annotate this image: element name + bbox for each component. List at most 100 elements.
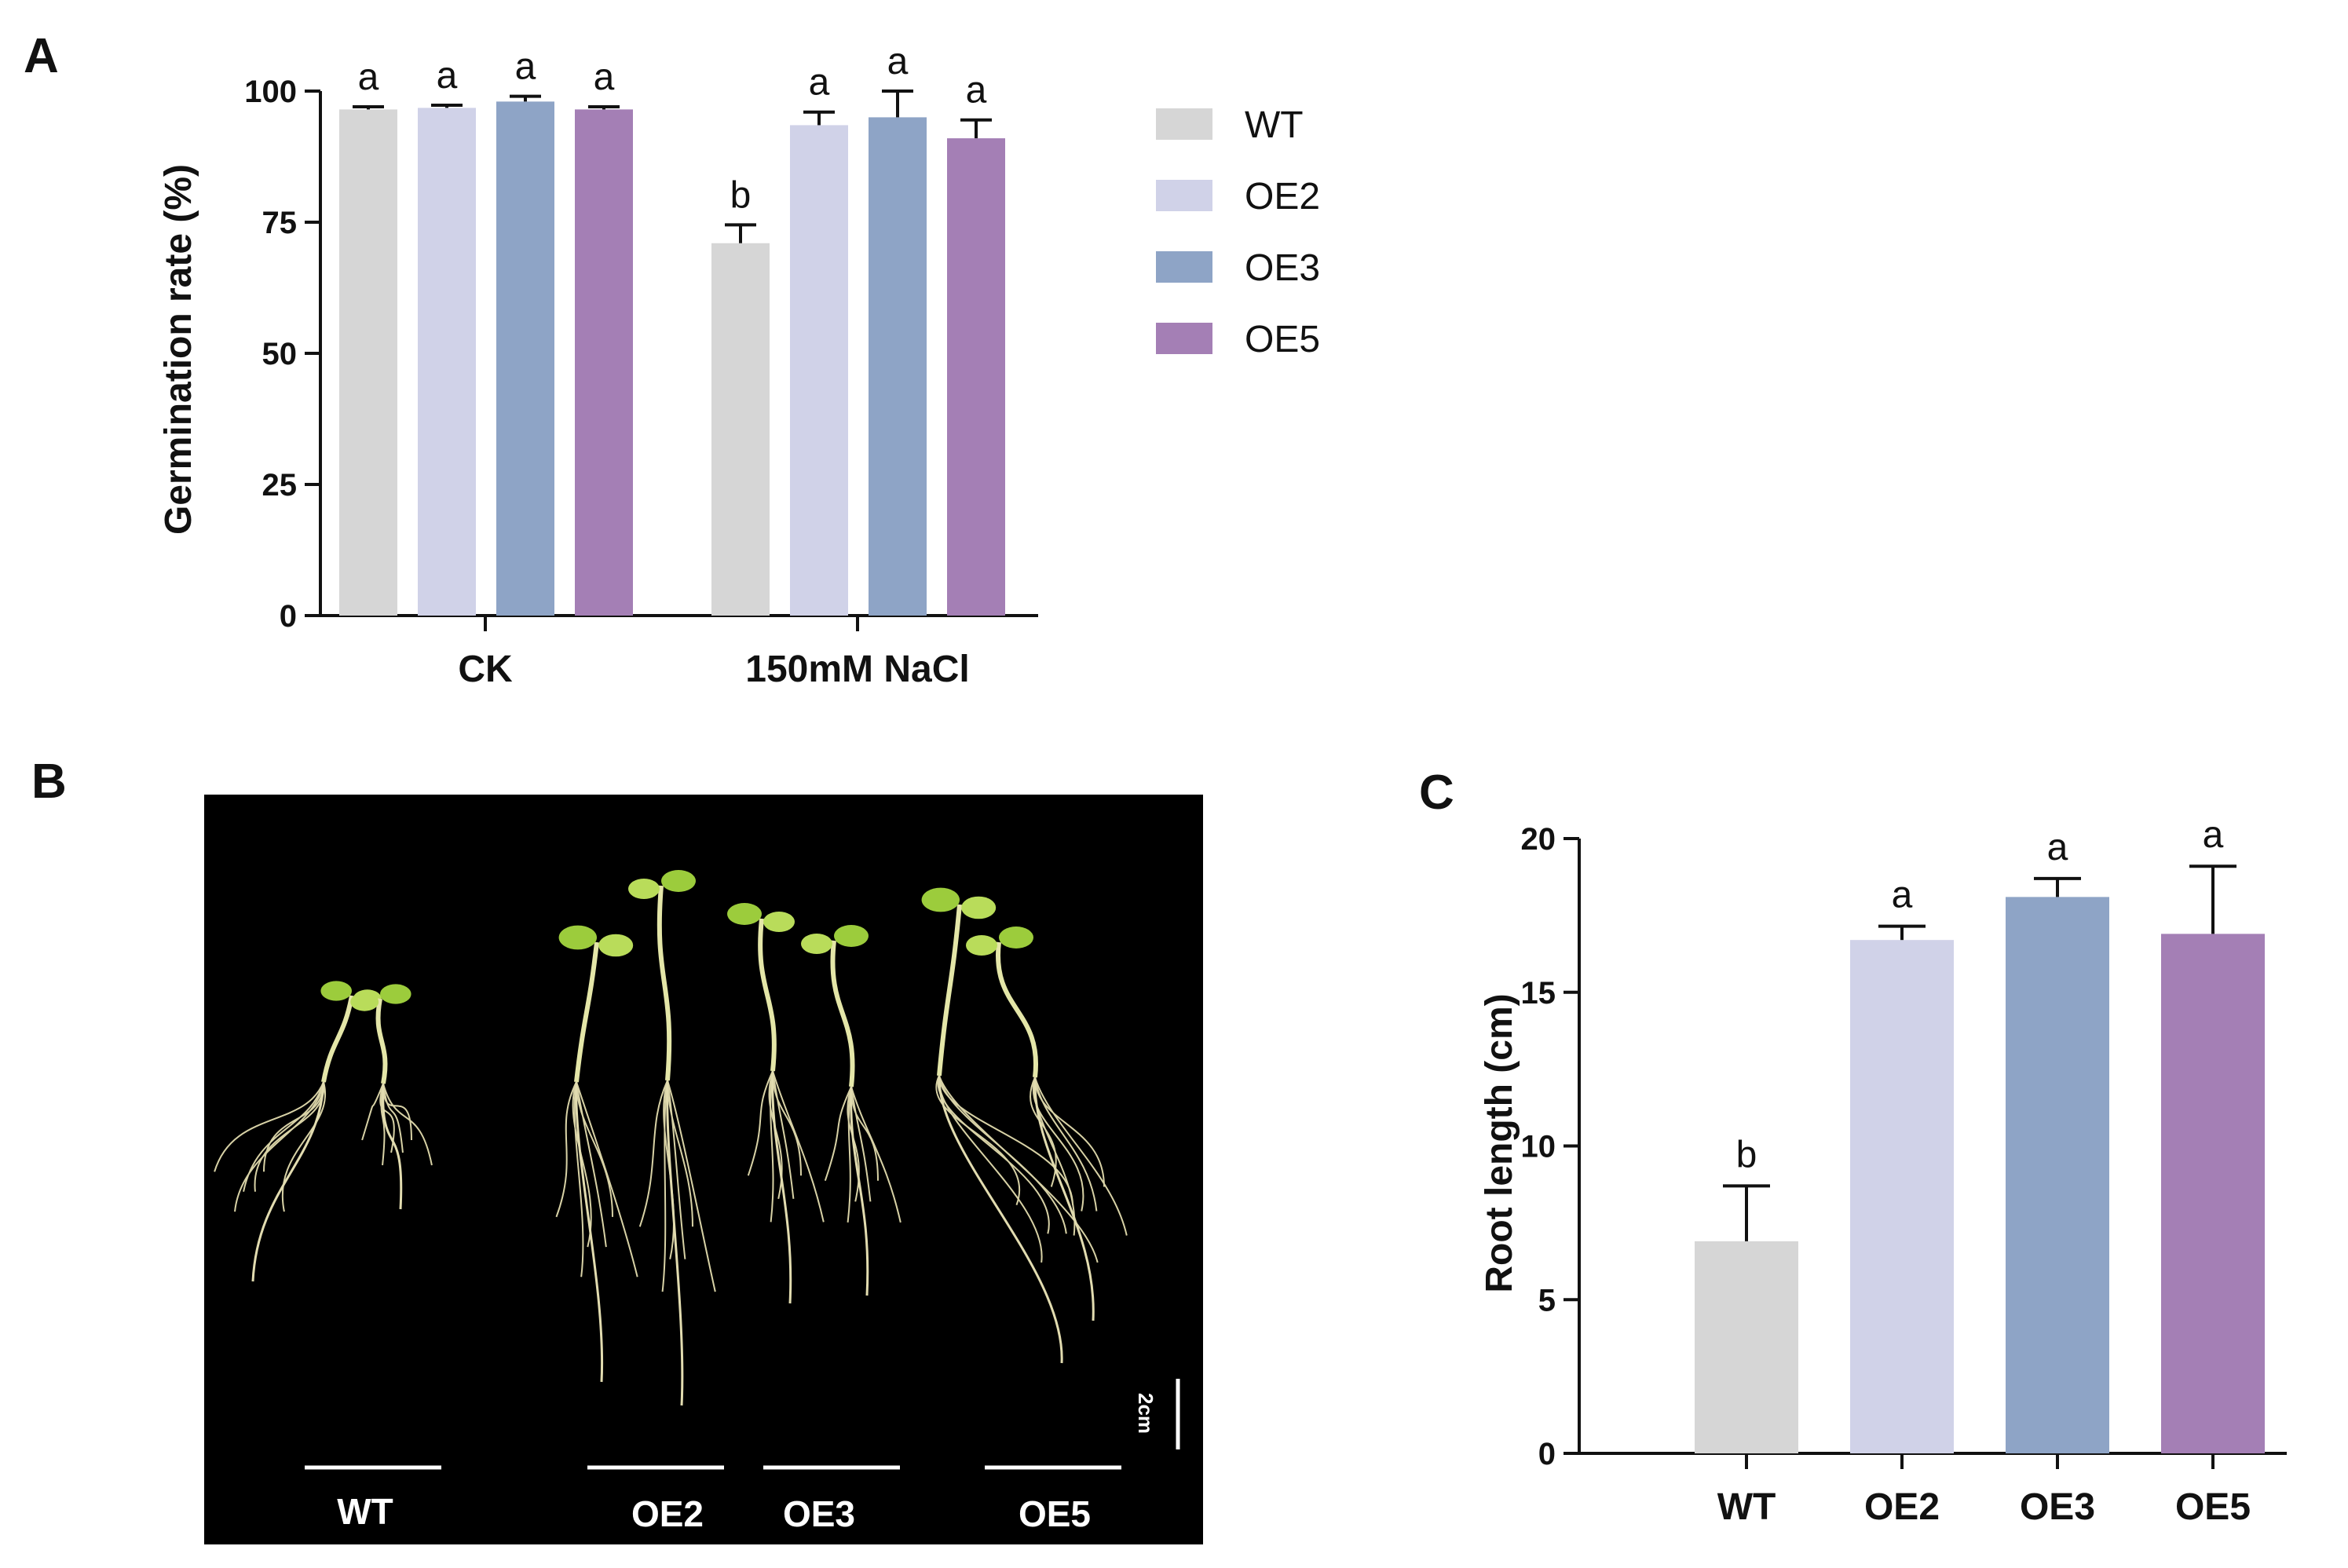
chart-c-ytick-label: 0 <box>1538 1437 1556 1471</box>
seedling-root <box>1034 1076 1098 1212</box>
seedling-root <box>572 1081 592 1248</box>
seedling-root <box>772 1070 795 1199</box>
seedling-leaf <box>834 925 869 947</box>
seedling-root <box>935 1075 1020 1206</box>
seedling-root <box>576 1081 607 1248</box>
chart-c-ytick-label: 5 <box>1538 1283 1556 1318</box>
photo-label-wt: WT <box>337 1491 393 1532</box>
seedling-root <box>281 1081 326 1212</box>
chart-a-significance-letter: a <box>358 57 379 98</box>
chart-c-bar <box>1850 940 1954 1453</box>
chart-c-significance-letter: a <box>2047 827 2068 868</box>
scale-bar-label: 2cm <box>1134 1393 1158 1434</box>
seedling-leaf <box>661 870 696 892</box>
seedling-stem <box>375 998 388 1084</box>
seedling-photo <box>204 795 1203 1544</box>
seedling-main-root <box>938 1075 1063 1364</box>
seedling-root <box>667 1080 693 1227</box>
photo-label-oe3: OE3 <box>783 1493 855 1534</box>
chart-c-significance-letter: a <box>2203 814 2224 856</box>
germination-chart: 0 25 50 75 100 CK 150mM NaCl a b a a a a a a <box>244 41 1038 690</box>
seedling-main-root <box>575 1081 604 1383</box>
chart-a-significance-letter: a <box>809 62 830 104</box>
seedling-root <box>382 1083 412 1141</box>
chart-a-bar <box>711 243 770 616</box>
chart-a-significance-letter: a <box>966 70 987 111</box>
chart-a-significance-letter: a <box>515 46 536 88</box>
chart-c-category-label: OE3 <box>2020 1486 2095 1528</box>
chart-a-bar <box>947 138 1005 616</box>
seedling-root <box>850 1086 902 1223</box>
chart-a-bar <box>575 109 633 616</box>
photo-label-oe5: OE5 <box>1019 1493 1091 1534</box>
seedling-root <box>380 1083 386 1166</box>
legend-swatch <box>1156 180 1212 211</box>
chart-a-significance-letter: a <box>594 57 615 98</box>
legend-label: WT <box>1245 104 1304 146</box>
chart-c-bar <box>2006 897 2109 1453</box>
seedling-leaf <box>801 934 832 954</box>
chart-a-bar <box>418 108 476 616</box>
chart-a-significance-letter: a <box>887 41 909 82</box>
seedling-root <box>1034 1076 1128 1236</box>
seedling-main-root <box>251 1081 325 1282</box>
seedling-root <box>850 1086 872 1202</box>
seedling-stem <box>995 941 1039 1078</box>
seedling-root <box>747 1070 774 1176</box>
seedling-leaf <box>320 981 353 1001</box>
seedling-root <box>234 1081 324 1212</box>
seedling-root <box>382 1083 433 1166</box>
seedling-stem <box>937 904 962 1076</box>
legend: WT OE2 OE3 OE5 <box>1156 104 1320 360</box>
chart-c-significance-letter: b <box>1736 1134 1757 1175</box>
seedling-root <box>1034 1076 1105 1187</box>
seedling-leaf <box>350 992 379 1011</box>
seedling-leaf <box>598 934 634 957</box>
seedling-root <box>770 1070 774 1223</box>
panel-a-letter: A <box>24 29 59 83</box>
seedling-leaf <box>966 935 997 956</box>
seedling-root <box>361 1083 384 1141</box>
seedling-stem <box>574 941 599 1083</box>
seedling-root <box>667 1080 716 1292</box>
panel-c-letter: C <box>1419 766 1454 820</box>
chart-a-ytick-label: 0 <box>280 599 297 634</box>
seedling-stem <box>758 918 777 1072</box>
legend-label: OE5 <box>1245 319 1320 360</box>
seedling-root <box>772 1070 802 1176</box>
chart-c-ylabel: Root length (cm) <box>1479 993 1520 1292</box>
seedling-root <box>379 1083 395 1153</box>
chart-a-ytick-label: 50 <box>262 337 298 371</box>
seedling-main-root <box>850 1086 869 1296</box>
seedling-root <box>1032 1076 1084 1212</box>
seedling-leaf <box>999 927 1033 948</box>
seedling-leaf <box>921 887 960 912</box>
chart-a-bar <box>496 101 554 616</box>
chart-a-ytick-label: 75 <box>262 206 298 240</box>
root-length-chart: 0 5 10 15 20 b WT a OE2 a OE3 a OE5 <box>1521 814 2287 1528</box>
chart-a-significance-letter: b <box>730 174 752 216</box>
seedling-main-root <box>666 1080 684 1406</box>
panel-b-letter: B <box>31 755 67 809</box>
chart-c-ytick-label: 15 <box>1521 976 1556 1011</box>
seedling-main-root <box>1033 1076 1095 1321</box>
chart-a-category-label: 150mM NaCl <box>745 649 969 690</box>
seedling-root <box>214 1081 324 1172</box>
seedling-leaf <box>763 912 795 932</box>
seedling-root <box>576 1081 613 1217</box>
seedling-root <box>661 1080 668 1292</box>
seedling-root <box>824 1086 852 1182</box>
chart-a-ytick-label: 100 <box>244 75 297 109</box>
seedling-root <box>573 1081 584 1277</box>
seedling-root <box>772 1070 825 1223</box>
chart-a-category-label: CK <box>458 649 513 690</box>
seedling-leaf <box>961 896 997 919</box>
legend-swatch <box>1156 323 1212 354</box>
seedling-root <box>667 1080 686 1259</box>
seedling-main-root <box>771 1070 792 1304</box>
chart-c-significance-letter: a <box>1892 875 1913 916</box>
seedling-root <box>638 1080 668 1227</box>
photo-label-oe2: OE2 <box>631 1493 704 1534</box>
seedling-root <box>850 1086 879 1181</box>
